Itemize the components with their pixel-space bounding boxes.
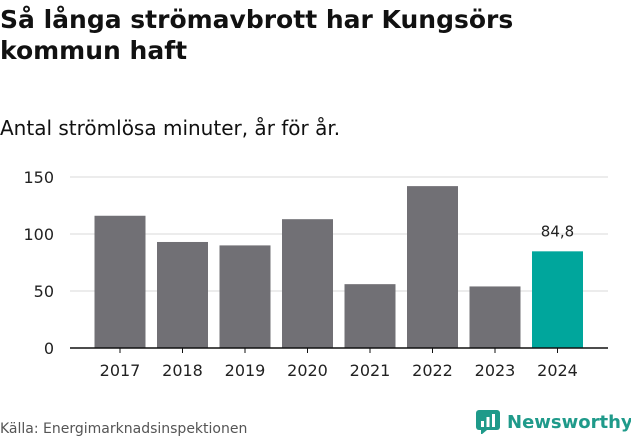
x-tick-label: 2022 bbox=[412, 361, 453, 380]
bar-2020 bbox=[282, 219, 333, 348]
bar-2017 bbox=[94, 215, 146, 348]
brand-name: Newsworthy bbox=[507, 411, 631, 433]
x-tick-label: 2018 bbox=[162, 361, 203, 380]
x-tick-label: 2024 bbox=[537, 361, 578, 380]
source-note: Källa: Energimarknadsinspektionen bbox=[0, 421, 248, 437]
x-tick-label: 2023 bbox=[475, 361, 516, 380]
bar-2023 bbox=[469, 286, 521, 348]
y-tick-label: 100 bbox=[23, 225, 54, 244]
chart-subtitle: Antal strömlösa minuter, år för år. bbox=[0, 116, 341, 140]
newsworthy-logo-icon bbox=[476, 410, 500, 434]
x-tick-label: 2019 bbox=[225, 361, 266, 380]
chart-title: Så långa strömavbrott har Kungsörs kommu… bbox=[0, 5, 514, 65]
bar-2024 bbox=[532, 251, 583, 348]
data-label: 84,8 bbox=[541, 222, 574, 240]
bar-2022 bbox=[407, 186, 458, 348]
bar-2018 bbox=[157, 241, 208, 348]
bar-2021 bbox=[344, 284, 396, 348]
bar-chart: 0 50 100 150 2017 2018 2019 2020 2021 2022 2023 202… bbox=[23, 168, 608, 380]
x-tick-label: 2020 bbox=[287, 361, 328, 380]
bar-2019 bbox=[219, 245, 271, 348]
y-tick-label: 150 bbox=[23, 168, 54, 187]
x-tick-label: 2021 bbox=[350, 361, 391, 380]
brand-logo: Newsworthy bbox=[476, 410, 631, 434]
y-tick-label: 50 bbox=[34, 282, 54, 301]
y-tick-label: 0 bbox=[44, 339, 54, 358]
x-tick-label: 2017 bbox=[100, 361, 141, 380]
